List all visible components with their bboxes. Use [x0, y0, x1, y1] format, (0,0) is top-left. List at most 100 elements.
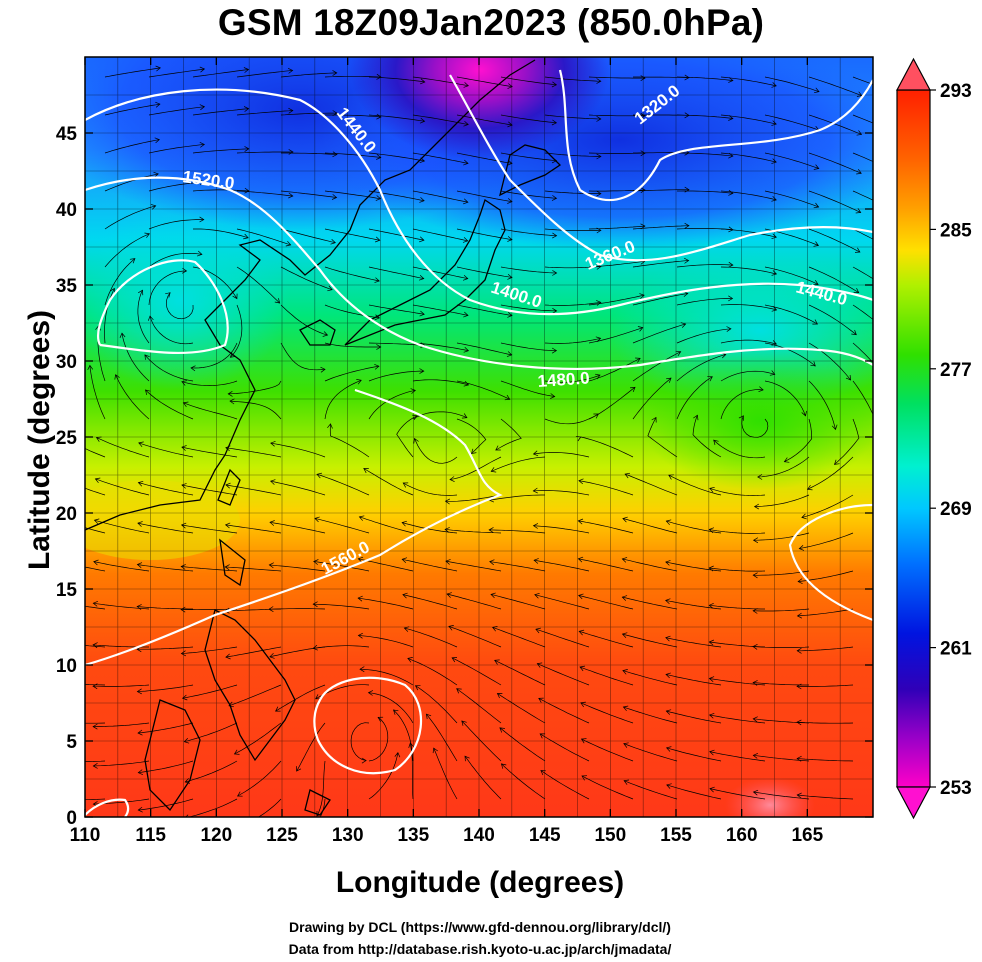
x-tick-label: 120: [200, 825, 232, 846]
streamline-arrowhead: [119, 332, 126, 338]
streamline-arrowhead: [137, 769, 144, 776]
streamline-arrowhead: [726, 326, 732, 332]
streamline-arrowhead: [507, 159, 513, 166]
streamline: [145, 389, 194, 420]
streamline: [764, 304, 818, 325]
streamline: [96, 437, 150, 458]
streamline: [85, 448, 106, 458]
streamline: [236, 110, 293, 116]
streamline-arrowhead: [596, 116, 602, 122]
streamline: [676, 354, 726, 382]
streamline-arrowhead: [359, 666, 365, 673]
streamline: [237, 760, 282, 797]
streamline: [225, 447, 282, 458]
map-title: GSM 18Z09Jan2023 (850.0hPa): [217, 2, 765, 43]
streamline: [677, 190, 733, 194]
y-tick-label: 30: [56, 352, 77, 373]
streamline-arrowhead: [621, 557, 628, 563]
streamline: [764, 76, 820, 92]
streamline-arrowhead: [496, 693, 503, 699]
streamline: [368, 114, 425, 122]
streamline: [402, 594, 458, 610]
streamline: [182, 684, 238, 699]
streamline-arrowhead: [771, 82, 777, 88]
streamline-arrowhead: [199, 216, 205, 223]
streamline: [456, 76, 513, 88]
streamline-arrowhead: [180, 606, 186, 613]
streamline-arrowhead: [853, 287, 860, 293]
streamline: [852, 266, 873, 280]
streamline-arrowhead: [243, 106, 250, 112]
streamline: [275, 684, 326, 712]
streamline-arrowhead: [357, 595, 363, 602]
streamline-arrowhead: [199, 104, 206, 111]
streamline: [720, 266, 777, 275]
colorbar-tick-label: 277: [940, 360, 972, 381]
streamline: [350, 722, 370, 761]
streamline: [137, 722, 194, 734]
streamline-arrowhead: [418, 274, 425, 281]
streamline-arrowhead: [228, 701, 234, 708]
streamline: [764, 190, 819, 208]
streamline: [188, 798, 238, 817]
streamline-arrowhead: [109, 287, 116, 294]
streamline-arrowhead: [708, 527, 715, 534]
streamline: [85, 605, 106, 610]
streamline: [720, 370, 775, 382]
streamline: [588, 260, 645, 268]
streamline-arrowhead: [181, 267, 188, 274]
streamline-arrowhead: [796, 792, 802, 799]
streamline: [622, 670, 678, 686]
streamline-arrowhead: [796, 647, 802, 654]
streamline-arrowhead: [666, 377, 672, 383]
streamline: [588, 327, 643, 344]
credit-drawing: Drawing by DCL (https://www.gfd-dennou.o…: [289, 919, 671, 935]
streamline-arrowhead: [155, 101, 161, 108]
streamline-arrowhead: [322, 331, 329, 337]
streamline: [368, 190, 425, 202]
streamline: [447, 593, 502, 610]
streamline: [623, 706, 678, 724]
streamline: [489, 494, 545, 501]
streamline: [581, 775, 634, 800]
streamline-arrowhead: [270, 440, 276, 447]
streamline: [412, 379, 469, 386]
streamline-arrowhead: [500, 763, 507, 769]
streamline-arrowhead: [361, 757, 367, 764]
streamline-arrowhead: [728, 77, 734, 83]
streamline-arrowhead: [684, 257, 690, 264]
streamline: [709, 714, 766, 724]
streamline: [368, 152, 425, 162]
streamline-arrowhead: [552, 232, 558, 239]
colorbar-tick-label: 285: [940, 220, 972, 241]
streamline-arrowhead: [180, 650, 187, 657]
streamline-arrowhead: [504, 394, 511, 401]
streamline-arrowhead: [92, 763, 98, 769]
streamline: [89, 365, 106, 420]
streamline: [412, 228, 468, 242]
streamline: [359, 516, 414, 534]
streamline: [500, 114, 557, 124]
streamline: [501, 763, 546, 800]
streamline-arrowhead: [833, 459, 840, 465]
streamline-arrowhead: [752, 680, 758, 686]
streamline: [539, 733, 590, 762]
streamline: [533, 452, 590, 458]
streamline-arrowhead: [314, 516, 320, 523]
streamline: [368, 717, 389, 762]
streamline-arrowhead: [629, 386, 636, 393]
streamline: [852, 380, 873, 416]
streamline-arrowhead: [94, 477, 101, 484]
streamline: [104, 139, 160, 154]
streamline: [314, 518, 370, 534]
streamline-arrowhead: [363, 468, 369, 474]
streamline: [329, 423, 370, 458]
streamline: [280, 342, 326, 371]
streamline: [632, 377, 672, 420]
streamline-arrowhead: [463, 159, 469, 166]
streamline-arrowhead: [407, 657, 413, 663]
streamline-arrowhead: [463, 380, 470, 387]
streamline-arrowhead: [137, 521, 143, 527]
streamline-arrowhead: [771, 306, 778, 312]
streamline-arrowhead: [621, 632, 628, 638]
